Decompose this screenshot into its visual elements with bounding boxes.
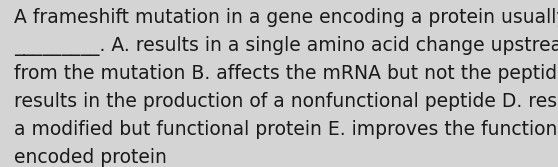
Text: encoded protein: encoded protein (14, 148, 167, 167)
Text: a modified but functional protein E. improves the function of the: a modified but functional protein E. imp… (14, 120, 558, 139)
Text: _________. A. results in a single amino acid change upstream: _________. A. results in a single amino … (14, 36, 558, 56)
Text: results in the production of a nonfunctional peptide D. results in: results in the production of a nonfuncti… (14, 92, 558, 111)
Text: A frameshift mutation in a gene encoding a protein usually: A frameshift mutation in a gene encoding… (14, 8, 558, 27)
Text: from the mutation B. affects the mRNA but not the peptide C.: from the mutation B. affects the mRNA bu… (14, 64, 558, 83)
